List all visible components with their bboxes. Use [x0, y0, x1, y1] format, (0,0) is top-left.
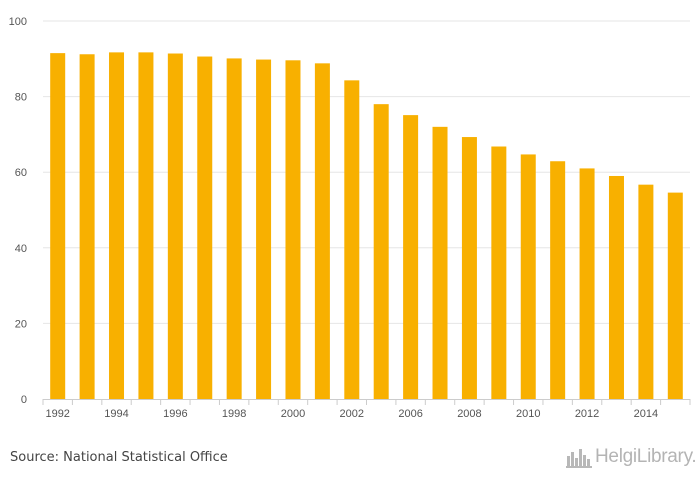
- bar-1994[interactable]: [109, 52, 125, 400]
- bar-1999[interactable]: [256, 59, 272, 400]
- source-note: Source: National Statistical Office: [10, 450, 228, 465]
- x-tick-label: 2002: [340, 408, 364, 420]
- bar-1997[interactable]: [197, 56, 213, 399]
- bar-2009[interactable]: [520, 154, 536, 399]
- helgi-library-logo[interactable]: HelgiLibrary.: [566, 446, 697, 468]
- x-tick-label: 2014: [634, 408, 658, 420]
- bar-2012[interactable]: [608, 175, 624, 399]
- skyline-icon: [566, 449, 592, 468]
- x-tick-label: 1994: [104, 408, 128, 420]
- bar-2010[interactable]: [550, 161, 566, 399]
- y-tick-label: 100: [9, 16, 27, 28]
- bar-2007[interactable]: [461, 137, 477, 400]
- bar-2002[interactable]: [344, 80, 360, 399]
- x-tick-label: 2008: [457, 408, 481, 420]
- y-tick-label: 20: [15, 318, 27, 330]
- y-tick-label: 40: [15, 243, 27, 255]
- bar-1992[interactable]: [50, 53, 66, 399]
- bar-1998[interactable]: [226, 58, 242, 400]
- bar-2005[interactable]: [403, 115, 419, 400]
- x-tick-label: 2000: [281, 408, 305, 420]
- bar-2011[interactable]: [579, 168, 595, 399]
- x-tick-label: 2012: [575, 408, 599, 420]
- logo-text: HelgiLibrary.: [595, 446, 697, 467]
- bar-1996[interactable]: [167, 53, 183, 399]
- bar-1995[interactable]: [138, 52, 154, 400]
- bar-1993[interactable]: [79, 54, 95, 399]
- bar-2001[interactable]: [314, 63, 330, 400]
- x-tick-label: 1996: [163, 408, 187, 420]
- chart: 0 20 40 60 80 100 1992 1994 1996 1998 2000 2002 2006…: [9, 16, 691, 420]
- x-tick-label: 1998: [222, 408, 246, 420]
- x-tick-label: 1992: [45, 408, 69, 420]
- y-tick-label: 80: [15, 92, 27, 104]
- y-tick-label: 0: [21, 394, 27, 406]
- bar-2008[interactable]: [491, 146, 507, 400]
- x-tick-label: 2006: [398, 408, 422, 420]
- bar-2004[interactable]: [373, 104, 389, 399]
- bar-2000[interactable]: [285, 60, 301, 400]
- x-tick-label: 2010: [516, 408, 540, 420]
- bar-layer: [50, 52, 683, 400]
- bar-2006[interactable]: [432, 126, 448, 399]
- axis-layer: 0 20 40 60 80 100 1992 1994 1996 1998 2000 2002 2006…: [9, 16, 691, 420]
- bar-2013[interactable]: [638, 184, 654, 399]
- bar-2014[interactable]: [667, 192, 683, 399]
- y-tick-label: 60: [15, 167, 27, 179]
